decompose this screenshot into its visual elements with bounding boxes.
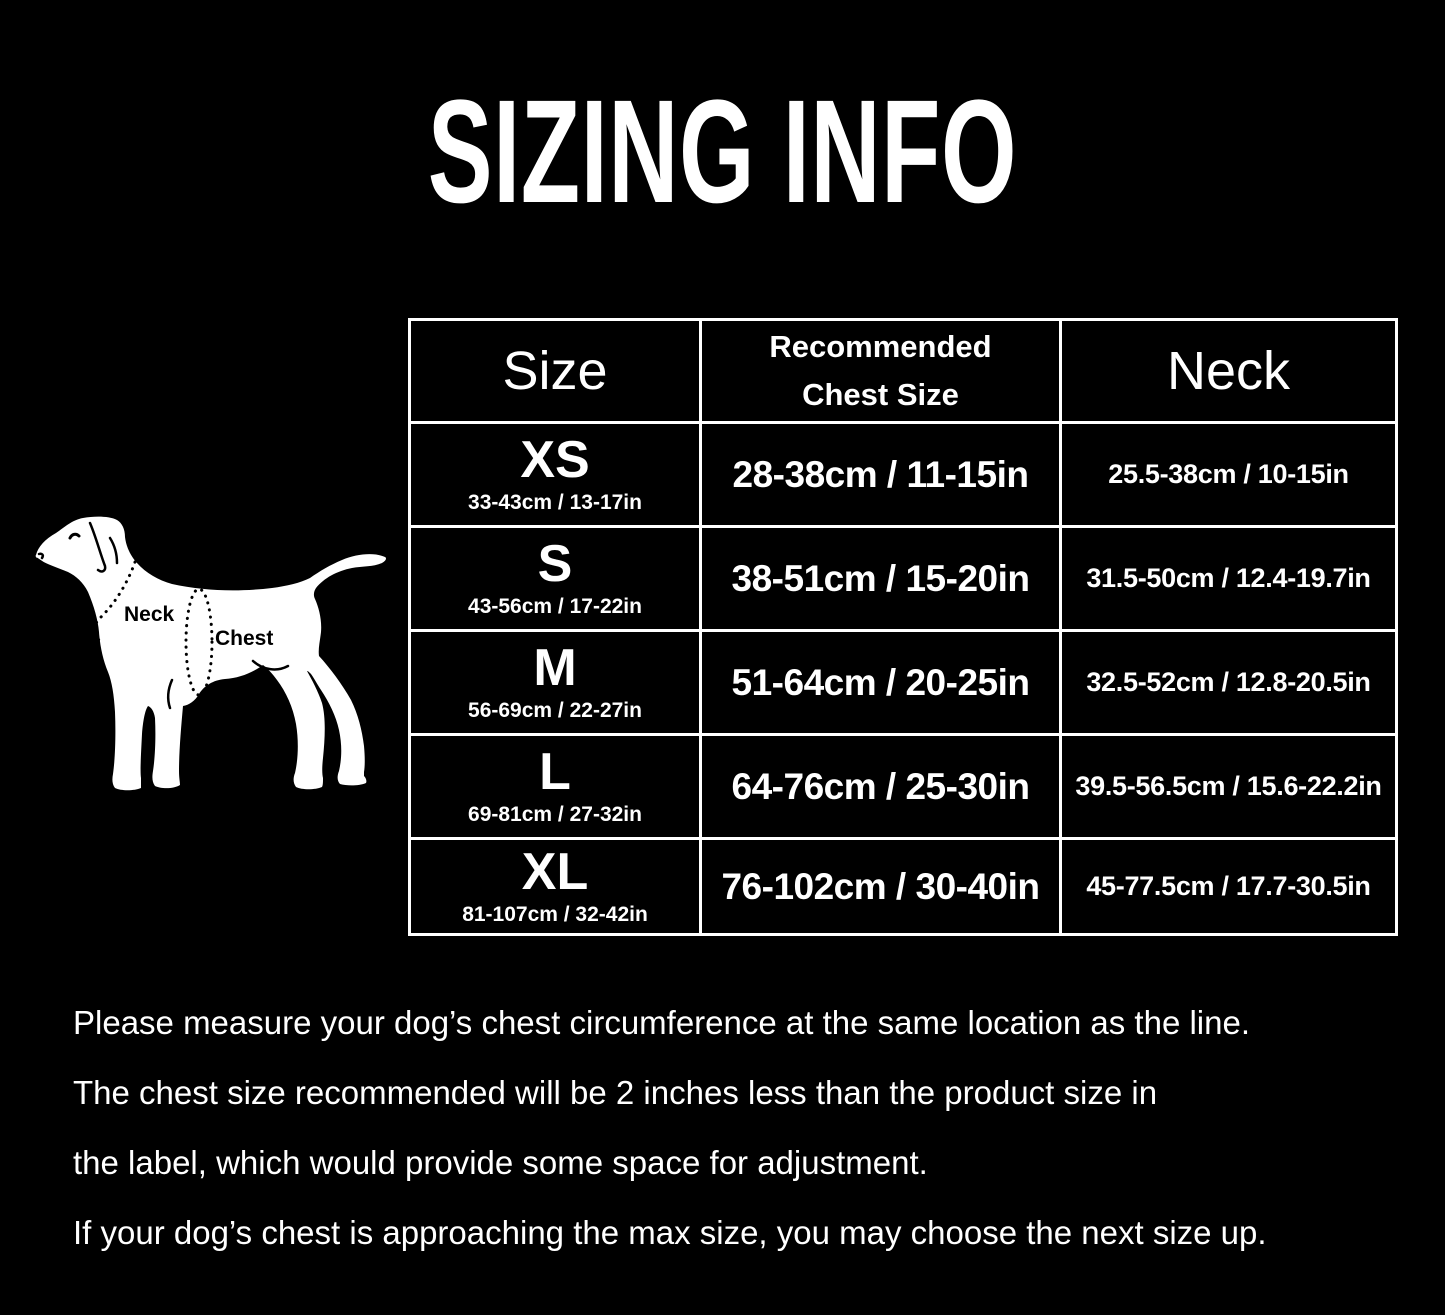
dog-ear-front-line [88, 521, 107, 573]
size-letter: S [537, 534, 573, 593]
header-size: Size [408, 318, 702, 424]
note-line: the label, which would provide some spac… [73, 1144, 928, 1181]
header-neck: Neck [1059, 318, 1398, 424]
chest-cell: 38-51cm / 15-20in [699, 525, 1062, 632]
size-cell: XL 81-107cm / 32-42in [408, 837, 702, 936]
chest-value: 64-76cm / 25-30in [731, 765, 1030, 807]
chest-cell: 64-76cm / 25-30in [699, 733, 1062, 840]
measuring-notes: Please measure your dog’s chest circumfe… [73, 988, 1267, 1268]
chest-value: 76-102cm / 30-40in [721, 865, 1040, 907]
header-chest-line2: Chest Size [802, 377, 959, 412]
table-row-s: S 43-56cm / 17-22in 38-51cm / 15-20in 31… [408, 525, 1398, 632]
sizing-table: Size Recommended Chest Size Neck XS 33-4… [408, 318, 1398, 936]
dog-elbow-line [167, 678, 174, 710]
neck-cell: 32.5-52cm / 12.8-20.5in [1059, 629, 1398, 736]
chest-measure-dotted-line [184, 587, 214, 697]
note-line: Please measure your dog’s chest circumfe… [73, 1004, 1251, 1041]
size-cell: M 56-69cm / 22-27in [408, 629, 702, 736]
size-cell: S 43-56cm / 17-22in [408, 525, 702, 632]
table-header-row: Size Recommended Chest Size Neck [408, 318, 1398, 424]
size-range: 33-43cm / 13-17in [468, 490, 642, 514]
neck-value: 25.5-38cm / 10-15in [1108, 459, 1349, 489]
dog-hip-line [251, 659, 290, 671]
dog-diagram-svg: Neck Chest [35, 516, 386, 791]
size-range: 69-81cm / 27-32in [468, 802, 642, 826]
chest-value: 38-51cm / 15-20in [731, 557, 1030, 599]
neck-cell: 25.5-38cm / 10-15in [1059, 421, 1398, 528]
note-line: If your dog’s chest is approaching the m… [73, 1214, 1267, 1251]
header-size-label: Size [502, 341, 608, 401]
size-letter: M [533, 638, 577, 697]
dog-ear-back-line [108, 536, 119, 565]
dog-measurement-diagram: Neck Chest [25, 510, 395, 805]
page-title-text: SIZING INFO [427, 70, 1018, 234]
size-letter: L [539, 742, 571, 801]
dog-eye-line [68, 532, 81, 540]
chest-label: Chest [215, 627, 273, 650]
size-letter: XL [521, 842, 589, 901]
header-neck-label: Neck [1166, 341, 1291, 401]
neck-measure-dotted-line [90, 560, 137, 642]
dog-nostril-line [37, 552, 45, 560]
neck-cell: 39.5-56.5cm / 15.6-22.2in [1059, 733, 1398, 840]
chest-cell: 28-38cm / 11-15in [699, 421, 1062, 528]
neck-value: 31.5-50cm / 12.4-19.7in [1086, 563, 1371, 593]
table-row-xs: XS 33-43cm / 13-17in 28-38cm / 11-15in 2… [408, 421, 1398, 528]
page-title: SIZING INFO [0, 79, 1445, 226]
table-row-xl: XL 81-107cm / 32-42in 76-102cm / 30-40in… [408, 837, 1398, 936]
size-range: 56-69cm / 22-27in [468, 698, 642, 722]
header-chest-line1: Recommended [769, 328, 992, 364]
neck-label: Neck [124, 603, 175, 626]
size-range: 43-56cm / 17-22in [468, 594, 642, 618]
size-cell: L 69-81cm / 27-32in [408, 733, 702, 840]
note-line: The chest size recommended will be 2 inc… [73, 1074, 1158, 1111]
table-row-m: M 56-69cm / 22-27in 51-64cm / 20-25in 32… [408, 629, 1398, 736]
table-row-l: L 69-81cm / 27-32in 64-76cm / 25-30in 39… [408, 733, 1398, 840]
neck-value: 45-77.5cm / 17.7-30.5in [1086, 871, 1371, 901]
chest-value: 28-38cm / 11-15in [732, 453, 1029, 495]
size-cell: XS 33-43cm / 13-17in [408, 421, 702, 528]
neck-value: 39.5-56.5cm / 15.6-22.2in [1075, 771, 1382, 801]
size-range: 81-107cm / 32-42in [462, 902, 648, 926]
header-chest: Recommended Chest Size [699, 318, 1062, 424]
dog-silhouette [35, 516, 386, 791]
chest-value: 51-64cm / 20-25in [731, 661, 1030, 703]
chest-cell: 51-64cm / 20-25in [699, 629, 1062, 736]
chest-cell: 76-102cm / 30-40in [699, 837, 1062, 936]
dog-mouth-line [35, 557, 66, 574]
neck-value: 32.5-52cm / 12.8-20.5in [1086, 667, 1371, 697]
size-letter: XS [520, 430, 590, 489]
neck-cell: 31.5-50cm / 12.4-19.7in [1059, 525, 1398, 632]
neck-cell: 45-77.5cm / 17.7-30.5in [1059, 837, 1398, 936]
